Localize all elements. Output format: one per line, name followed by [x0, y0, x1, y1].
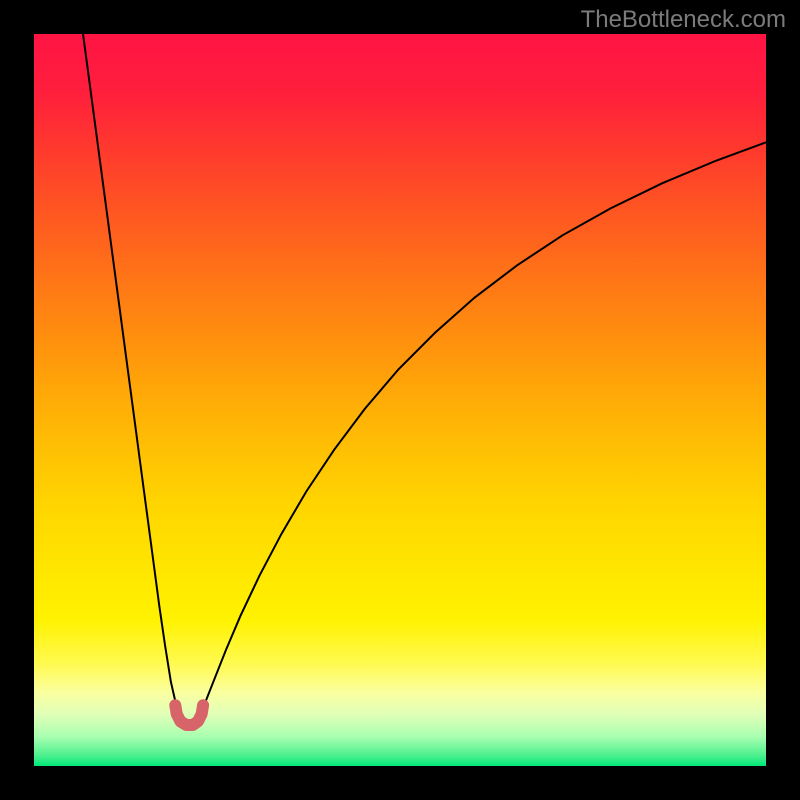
plot-area	[34, 34, 766, 766]
curve-overlay	[34, 34, 766, 766]
chart-container: TheBottleneck.com	[0, 0, 800, 800]
curve-right-branch	[199, 142, 766, 718]
watermark-text: TheBottleneck.com	[581, 6, 786, 34]
notch-mark	[175, 705, 203, 725]
curve-left-branch	[83, 34, 180, 718]
